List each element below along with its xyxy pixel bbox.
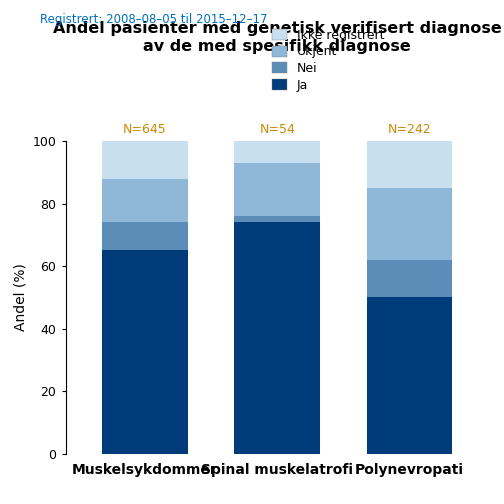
Bar	[366, 260, 453, 297]
Text: Andel pasienter med genetisk verifisert diagnose
av de med spesifikk diagnose: Andel pasienter med genetisk verifisert …	[53, 21, 501, 53]
Text: N=54: N=54	[259, 123, 295, 137]
Bar	[234, 216, 320, 222]
Bar	[102, 222, 188, 250]
Bar	[234, 141, 320, 163]
Bar	[366, 188, 453, 260]
Bar	[366, 297, 453, 454]
Bar	[102, 250, 188, 454]
Legend: Ikke registrert, Ukjent, Nei, Ja: Ikke registrert, Ukjent, Nei, Ja	[272, 29, 384, 92]
Text: N=645: N=645	[123, 123, 167, 137]
Y-axis label: Andel (%): Andel (%)	[13, 264, 27, 331]
Bar	[234, 163, 320, 216]
Bar	[366, 141, 453, 188]
Text: Registrert: 2008–08–05 til 2015–12–17: Registrert: 2008–08–05 til 2015–12–17	[40, 13, 268, 26]
Bar	[102, 178, 188, 222]
Bar	[234, 222, 320, 454]
Text: N=242: N=242	[388, 123, 431, 137]
Bar	[102, 141, 188, 178]
